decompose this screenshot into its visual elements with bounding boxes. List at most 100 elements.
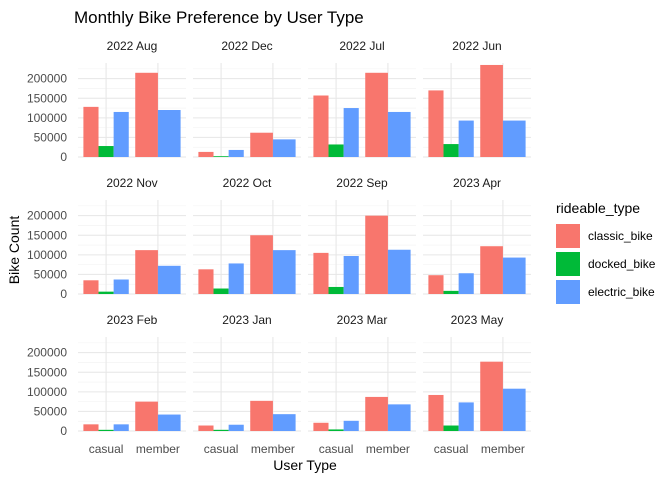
x-tick-label: casual xyxy=(319,442,354,456)
bar-casual-classic_bike xyxy=(83,424,99,431)
bar-casual-electric_bike xyxy=(228,424,244,431)
bar-casual-docked_bike xyxy=(98,146,114,157)
bar-member-electric_bike xyxy=(502,257,526,294)
bar-member-classic_bike xyxy=(135,401,158,431)
x-tick-label: casual xyxy=(89,442,124,456)
y-tick-label: 150000 xyxy=(27,91,67,105)
bar-casual-electric_bike xyxy=(343,256,359,294)
bar-member-electric_bike xyxy=(387,249,411,294)
facet-label: 2023 Feb xyxy=(107,313,158,327)
bar-casual-classic_bike xyxy=(313,95,329,157)
y-tick-label: 150000 xyxy=(27,228,67,242)
bar-member-electric_bike xyxy=(502,120,526,157)
legend-label: electric_bike xyxy=(588,285,655,299)
bar-member-classic_bike xyxy=(250,132,273,157)
legend-label: classic_bike xyxy=(588,229,653,243)
y-tick-label: 200000 xyxy=(27,346,67,360)
bar-casual-docked_bike xyxy=(213,288,229,294)
legend-key-docked_bike xyxy=(556,252,580,276)
bar-casual-docked_bike xyxy=(328,286,344,294)
bar-member-electric_bike xyxy=(387,111,411,157)
bar-casual-docked_bike xyxy=(443,425,459,431)
bar-casual-classic_bike xyxy=(83,280,99,294)
bar-casual-classic_bike xyxy=(313,252,329,294)
facet-label: 2022 Jun xyxy=(452,39,501,53)
bar-member-classic_bike xyxy=(135,250,158,294)
x-tick-label: member xyxy=(136,442,180,456)
bar-member-electric_bike xyxy=(157,414,181,431)
facet-label: 2022 Dec xyxy=(221,39,272,53)
bar-member-electric_bike xyxy=(272,414,296,431)
bar-casual-electric_bike xyxy=(343,420,359,431)
y-tick-label: 200000 xyxy=(27,72,67,86)
bar-casual-electric_bike xyxy=(113,279,129,294)
bar-member-electric_bike xyxy=(157,110,181,157)
y-tick-label: 100000 xyxy=(27,385,67,399)
bar-member-electric_bike xyxy=(157,265,181,294)
y-tick-label: 50000 xyxy=(34,130,68,144)
bar-casual-classic_bike xyxy=(83,106,99,157)
bar-member-electric_bike xyxy=(387,404,411,431)
y-tick-label: 50000 xyxy=(34,404,68,418)
y-tick-label: 100000 xyxy=(27,111,67,125)
bar-casual-classic_bike xyxy=(428,275,444,294)
y-tick-label: 200000 xyxy=(27,209,67,223)
bar-member-classic_bike xyxy=(365,72,388,157)
y-tick-label: 0 xyxy=(60,150,67,164)
bar-casual-classic_bike xyxy=(198,425,214,431)
bar-casual-docked_bike xyxy=(213,156,229,157)
y-tick-label: 50000 xyxy=(34,267,68,281)
bar-casual-docked_bike xyxy=(328,429,344,431)
bar-casual-docked_bike xyxy=(213,429,229,431)
bar-member-classic_bike xyxy=(480,64,503,157)
bar-casual-electric_bike xyxy=(113,111,129,157)
facet-label: 2022 Oct xyxy=(223,176,272,190)
bar-casual-electric_bike xyxy=(228,149,244,157)
bar-casual-electric_bike xyxy=(343,108,359,157)
bar-casual-classic_bike xyxy=(198,151,214,157)
facet-panels: 2022 Aug 0 50000 100000 150000 200000 2022 Dec… xyxy=(27,39,531,456)
bar-member-classic_bike xyxy=(480,246,503,294)
y-tick-label: 0 xyxy=(60,424,67,438)
bar-casual-electric_bike xyxy=(458,273,474,294)
bar-casual-electric_bike xyxy=(113,424,129,431)
bar-casual-docked_bike xyxy=(328,144,344,157)
legend-key-electric_bike xyxy=(556,280,580,304)
bar-member-classic_bike xyxy=(135,72,158,157)
bar-member-electric_bike xyxy=(272,250,296,294)
facet-label: 2022 Sep xyxy=(336,176,388,190)
legend: rideable_type classic_bike docked_bikeele… xyxy=(556,200,656,304)
legend-key-classic_bike xyxy=(556,224,580,248)
bar-casual-classic_bike xyxy=(313,422,329,431)
x-axis-title: User Type xyxy=(273,457,337,473)
bar-member-classic_bike xyxy=(480,361,503,431)
bar-casual-electric_bike xyxy=(458,402,474,431)
bar-casual-docked_bike xyxy=(443,290,459,294)
bar-casual-classic_bike xyxy=(428,90,444,157)
bar-casual-classic_bike xyxy=(198,269,214,294)
x-tick-label: member xyxy=(481,442,525,456)
facet-label: 2022 Nov xyxy=(106,176,157,190)
y-tick-label: 150000 xyxy=(27,365,67,379)
x-tick-label: casual xyxy=(204,442,239,456)
legend-label: docked_bike xyxy=(588,257,656,271)
facet-label: 2023 Mar xyxy=(337,313,388,327)
bar-member-classic_bike xyxy=(365,396,388,431)
x-tick-label: member xyxy=(251,442,295,456)
bar-casual-electric_bike xyxy=(458,120,474,157)
bar-member-classic_bike xyxy=(365,215,388,294)
chart-title: Monthly Bike Preference by User Type xyxy=(74,8,364,27)
bar-member-classic_bike xyxy=(250,235,273,294)
facet-label: 2022 Jul xyxy=(339,39,384,53)
y-tick-label: 0 xyxy=(60,287,67,301)
x-tick-label: casual xyxy=(434,442,469,456)
facet-label: 2023 Jan xyxy=(222,313,271,327)
bar-casual-docked_bike xyxy=(98,291,114,294)
legend-title: rideable_type xyxy=(556,200,640,216)
bar-member-electric_bike xyxy=(272,139,296,157)
facet-label: 2023 Apr xyxy=(453,176,501,190)
bar-casual-docked_bike xyxy=(98,429,114,431)
facet-label: 2023 May xyxy=(451,313,504,327)
bar-member-electric_bike xyxy=(502,388,526,431)
